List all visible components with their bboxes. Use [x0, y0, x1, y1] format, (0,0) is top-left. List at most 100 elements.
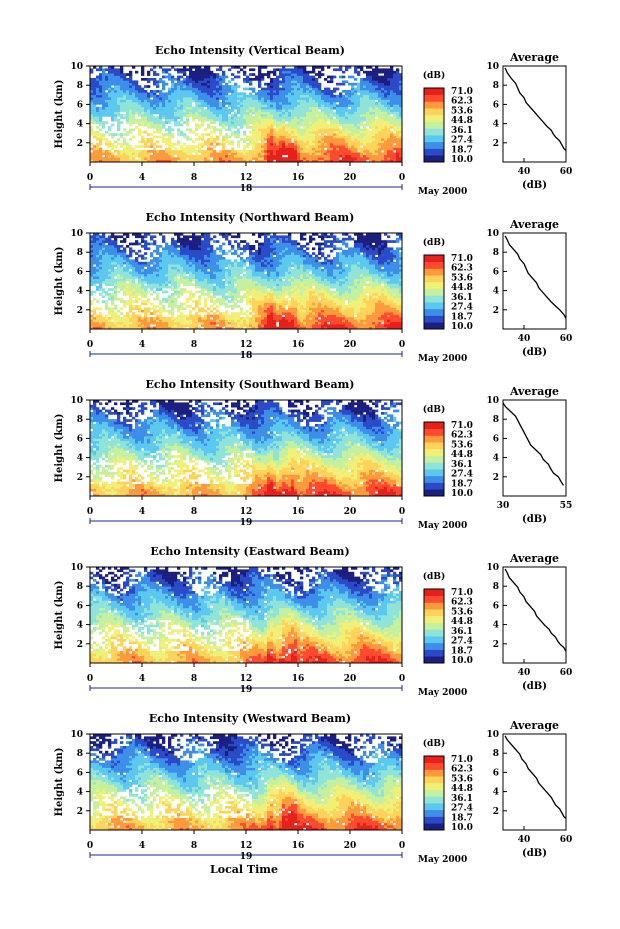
heatmap-cell [213, 269, 217, 272]
heatmap-cell [375, 140, 379, 144]
heatmap-cell [243, 70, 247, 74]
heatmap-cell [159, 130, 163, 134]
heatmap-cell [114, 82, 118, 86]
heatmap-cell [219, 111, 223, 115]
heatmap-cell [162, 319, 166, 323]
heatmap-cell [234, 118, 238, 122]
heatmap-cell [153, 271, 157, 275]
heatmap-cell [216, 309, 220, 313]
heatmap-cell [198, 92, 202, 96]
heatmap-cell [342, 97, 346, 100]
heatmap-cell [315, 140, 319, 144]
heatmap-cell [372, 150, 376, 153]
heatmap-cell [210, 271, 214, 275]
heatmap-cell [276, 114, 280, 117]
heatmap-cell [210, 114, 214, 117]
heatmap-cell [384, 154, 388, 158]
heatmap-cell [375, 145, 379, 148]
heatmap-cell [327, 145, 331, 148]
heatmap-cell [171, 324, 175, 327]
heatmap-cell [291, 106, 295, 110]
heatmap-cell [93, 111, 97, 115]
heatmap-cell [324, 97, 328, 100]
heatmap-cell [216, 82, 220, 86]
heatmap-cell [195, 150, 199, 153]
heatmap-cell [216, 104, 220, 108]
heatmap-cell [183, 80, 187, 84]
heatmap-cell [372, 85, 376, 88]
heatmap-cell [384, 152, 388, 156]
heatmap-cell [234, 321, 238, 325]
heatmap-cell [111, 317, 115, 320]
heatmap-cell [324, 104, 328, 108]
heatmap-cell [243, 111, 247, 115]
heatmap-cell [213, 293, 217, 296]
heatmap-cell [363, 87, 367, 91]
heatmap-cell [375, 102, 379, 105]
heatmap-cell [276, 126, 280, 129]
heatmap-cell [177, 319, 181, 323]
heatmap-cell [264, 90, 268, 93]
heatmap-cell [312, 75, 316, 79]
heatmap-cell [102, 99, 106, 103]
heatmap-cell [369, 87, 373, 91]
heatmap-cell [396, 121, 400, 124]
heatmap-cell [219, 319, 223, 323]
heatmap-cell [177, 233, 181, 236]
heatmap-cell [276, 142, 280, 146]
heatmap-cell [141, 283, 145, 287]
heatmap-cell [177, 309, 181, 313]
heatmap-cell [102, 247, 106, 251]
heatmap-cell [399, 111, 403, 115]
heatmap-cell [174, 97, 178, 100]
heatmap-cell [198, 106, 202, 110]
heatmap-cell [156, 135, 160, 139]
heatmap-cell [216, 97, 220, 100]
heatmap-cell [201, 111, 205, 115]
heatmap-cell [204, 142, 208, 146]
heatmap-cell [363, 147, 367, 151]
heatmap-cell [321, 92, 325, 96]
heatmap-cell [372, 106, 376, 110]
heatmap-cell [126, 254, 130, 258]
heatmap-cell [384, 106, 388, 110]
heatmap-cell [363, 114, 367, 117]
heatmap-cell [363, 99, 367, 103]
heatmap-cell [129, 307, 133, 311]
heatmap-cell [117, 297, 121, 301]
heatmap-cell [144, 245, 148, 248]
heatmap-cell [282, 157, 286, 160]
heatmap-cell [312, 82, 316, 86]
heatmap-cell [345, 106, 349, 110]
heatmap-cell [147, 106, 151, 110]
heatmap-cell [189, 94, 193, 98]
heatmap-cell [276, 111, 280, 115]
heatmap-cell [297, 154, 301, 158]
heatmap-cell [315, 90, 319, 93]
heatmap-cell [207, 266, 211, 270]
heatmap-cell [276, 80, 280, 84]
heatmap-cell [300, 66, 304, 69]
heatmap-cell [189, 245, 193, 248]
heatmap-cell [114, 259, 118, 263]
heatmap-cell [354, 92, 358, 96]
heatmap-cell [312, 78, 316, 81]
heatmap-cell [387, 106, 391, 110]
heatmap-cell [363, 109, 367, 112]
heatmap-cell [177, 324, 181, 327]
heatmap-cell [162, 109, 166, 112]
heatmap-cell [381, 102, 385, 105]
heatmap-cell [246, 142, 250, 146]
heatmap-cell [171, 128, 175, 132]
heatmap-cell [192, 254, 196, 258]
heatmap-cell [129, 118, 133, 122]
heatmap-cell [189, 290, 193, 294]
heatmap-cell [90, 259, 94, 263]
heatmap-cell [126, 82, 130, 86]
heatmap-cell [192, 242, 196, 246]
heatmap-cell [162, 259, 166, 263]
heatmap-cell [129, 82, 133, 86]
heatmap-cell [300, 133, 304, 136]
heatmap-cell [132, 261, 136, 265]
heatmap-cell [129, 290, 133, 294]
